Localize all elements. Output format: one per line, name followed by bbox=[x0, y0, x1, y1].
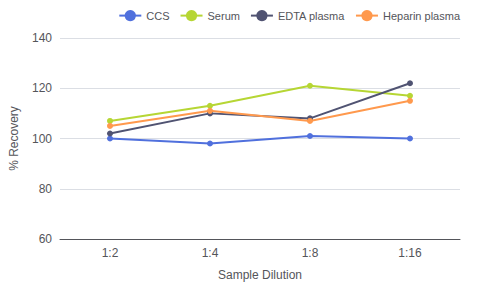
svg-text:1:16: 1:16 bbox=[398, 246, 422, 260]
svg-text:120: 120 bbox=[32, 81, 52, 95]
svg-text:EDTA plasma: EDTA plasma bbox=[278, 10, 345, 22]
svg-text:% Recovery: % Recovery bbox=[7, 106, 21, 171]
svg-text:1:8: 1:8 bbox=[302, 246, 319, 260]
svg-text:1:2: 1:2 bbox=[102, 246, 119, 260]
svg-text:Serum: Serum bbox=[208, 10, 240, 22]
svg-text:1:4: 1:4 bbox=[202, 246, 219, 260]
svg-text:Heparin plasma: Heparin plasma bbox=[383, 10, 461, 22]
svg-text:Sample Dilution: Sample Dilution bbox=[218, 268, 302, 282]
svg-text:80: 80 bbox=[39, 182, 53, 196]
svg-text:CCS: CCS bbox=[146, 10, 169, 22]
svg-text:60: 60 bbox=[39, 232, 53, 246]
svg-text:140: 140 bbox=[32, 31, 52, 45]
svg-text:100: 100 bbox=[32, 132, 52, 146]
